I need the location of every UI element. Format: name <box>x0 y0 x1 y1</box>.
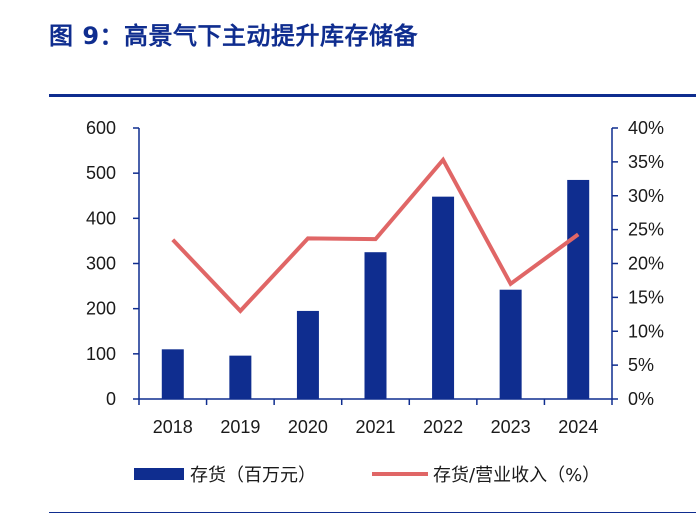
left-tick-label: 100 <box>86 344 116 364</box>
bar <box>161 349 184 399</box>
right-tick-label: 35% <box>628 152 664 172</box>
line-series <box>171 156 580 314</box>
bar <box>499 289 522 399</box>
figure-title: 图 9：高景气下主动提升库存储备 <box>49 22 419 50</box>
left-tick-label: 600 <box>86 118 116 138</box>
right-tick-label: 25% <box>628 220 664 240</box>
legend-line-label: 存货/营业收入（%） <box>433 465 600 486</box>
left-axis: 600 500 400 300 200 100 0 <box>86 118 140 409</box>
left-tick-label: 500 <box>86 163 116 183</box>
bar-series <box>161 179 590 399</box>
bar <box>567 179 590 399</box>
right-tick-label: 15% <box>628 287 664 307</box>
x-tick-label: 2024 <box>558 417 598 437</box>
left-tick-label: 200 <box>86 299 116 319</box>
x-tick-label: 2020 <box>288 417 328 437</box>
left-tick-label: 0 <box>106 389 116 409</box>
x-tick-label: 2021 <box>355 417 395 437</box>
right-axis: 40% 35% 30% 25% 20% 15% 10% 5% 0% <box>611 118 664 409</box>
right-tick-label: 30% <box>628 186 664 206</box>
legend: 存货（百万元） 存货/营业收入（%） <box>134 465 600 486</box>
right-tick-label: 20% <box>628 254 664 274</box>
bar <box>364 252 387 399</box>
bar <box>432 196 455 399</box>
right-tick-label: 0% <box>628 389 654 409</box>
right-tick-label: 5% <box>628 355 654 375</box>
left-tick-label: 300 <box>86 254 116 274</box>
left-tick-label: 400 <box>86 208 116 228</box>
x-tick-label: 2022 <box>423 417 463 437</box>
top-rule <box>49 94 696 97</box>
legend-bar-label: 存货（百万元） <box>190 465 316 486</box>
bar <box>296 310 319 399</box>
x-axis: 2018 2019 2020 2021 2022 2023 2024 <box>138 398 613 437</box>
right-tick-label: 10% <box>628 321 664 341</box>
x-tick-label: 2023 <box>491 417 531 437</box>
bar <box>229 355 252 399</box>
legend-bar-swatch <box>134 468 184 480</box>
right-tick-label: 40% <box>628 118 664 138</box>
x-tick-label: 2019 <box>220 417 260 437</box>
x-tick-label: 2018 <box>153 417 193 437</box>
